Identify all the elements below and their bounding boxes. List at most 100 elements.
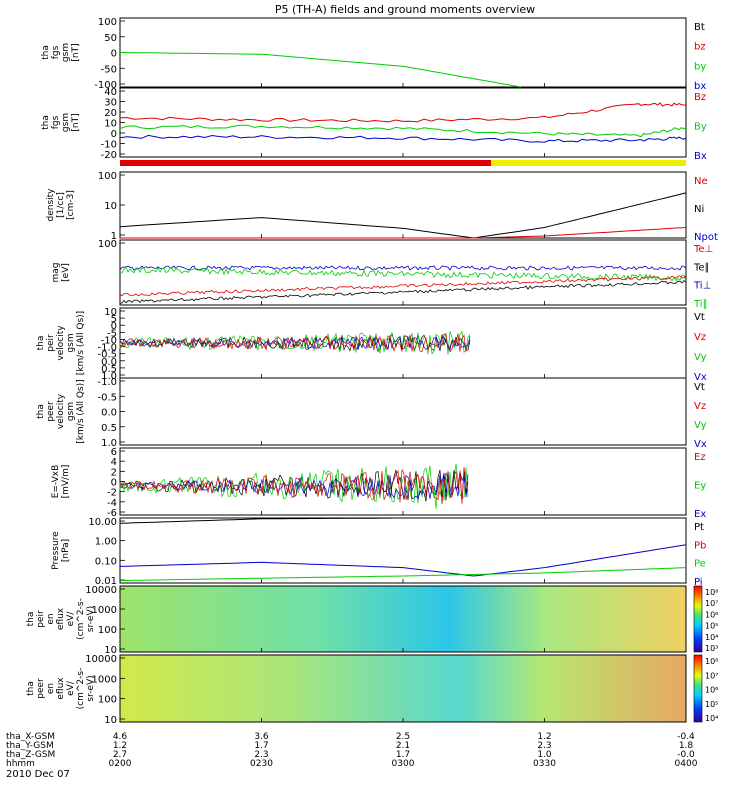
y-axis-label-line: fgs — [51, 45, 61, 59]
footer-value: 0330 — [533, 759, 556, 769]
y-tick-label: 20 — [104, 108, 117, 119]
series-line-Ne — [120, 227, 687, 239]
colorbar-tick-label: 10⁶ — [705, 610, 718, 619]
y-tick-label: 100 — [98, 171, 117, 182]
colorbar-tick-label: 10⁴ — [705, 714, 718, 723]
y-tick-label: 10 — [104, 715, 117, 726]
panel-frame — [119, 17, 687, 88]
legend-entry: Vx — [694, 372, 707, 383]
y-tick-label: 100 — [98, 239, 117, 250]
footer-value: 2.3 — [254, 750, 268, 760]
series-line-Ni — [119, 192, 687, 239]
y-tick-label: 2 — [111, 467, 117, 478]
legend-entry: bx — [694, 81, 706, 92]
y-tick-label: 0.0 — [101, 408, 117, 419]
footer-value: -0.4 — [677, 732, 695, 742]
y-axis-label-line: fgs — [51, 115, 61, 129]
y-tick-label: -2 — [107, 488, 117, 499]
legend-entry: By — [694, 122, 707, 133]
y-axis-label-line: [mV/m] — [61, 465, 71, 499]
y-tick-label: 1 — [111, 231, 117, 242]
panel-frame — [119, 517, 687, 584]
colorbar-tick-label: 10⁵ — [705, 700, 718, 709]
y-tick-label: 10.00 — [88, 517, 117, 528]
footer-row-label: tha_X-GSM — [6, 732, 55, 742]
y-axis-label-line: eflux — [56, 607, 66, 630]
trace-black — [119, 469, 469, 503]
legend-entry: Vy — [694, 420, 707, 431]
y-tick-label: -50 — [101, 64, 117, 75]
y-axis-label: Pressure [nPa] — [51, 531, 71, 570]
y-tick-label: 1000 — [92, 674, 117, 685]
y-tick-label: -1.0 — [97, 343, 117, 354]
colorbar — [693, 585, 703, 653]
footer-value: 0200 — [109, 759, 132, 769]
colorbar-tick-label: 10⁷ — [705, 599, 718, 608]
footer-value: 1.7 — [396, 750, 410, 760]
mode-bar-red — [120, 160, 491, 166]
legend-entry: Ti∥ — [693, 299, 708, 310]
y-axis-label-line: [nPa] — [61, 539, 71, 562]
footer-value: 4.6 — [113, 732, 128, 742]
y-axis-label-line: tha — [41, 45, 51, 60]
footer-value: 2.1 — [396, 741, 410, 751]
legend-entry: Ti⊥ — [693, 281, 711, 292]
colorbar-tick-label: 10⁵ — [705, 622, 718, 631]
y-axis-label-line: [eV] — [61, 263, 71, 282]
y-tick-label: -10 — [101, 140, 117, 151]
y-axis-label-line: velocity — [56, 393, 66, 429]
y-axis-label-line: peer — [36, 678, 46, 699]
y-tick-label: 40 — [104, 87, 117, 98]
y-axis-label-line: tha — [36, 404, 46, 419]
footer-value: 1.8 — [679, 741, 694, 751]
y-axis-label-line: en — [46, 613, 56, 624]
y-tick-label: 10 — [104, 119, 117, 130]
y-tick-label: 30 — [104, 98, 117, 109]
figure-title: P5 (TH-A) fields and ground moments over… — [275, 3, 535, 16]
y-axis-label-line: tha — [36, 336, 46, 351]
y-tick-label: 100 — [98, 17, 117, 28]
y-tick-label: 0.10 — [95, 556, 117, 567]
y-axis-label-line: density — [46, 188, 56, 222]
y-axis-label: E=-VxB [mV/m] — [51, 465, 71, 499]
y-tick-label: 0 — [111, 478, 117, 489]
y-axis-label-line: peir — [36, 610, 46, 628]
y-axis-label: tha peir en eflux eV/(cm^2-s-sr-eV) — [26, 598, 96, 640]
series-line-Bz — [119, 102, 686, 123]
y-axis-label-line: peer — [46, 401, 56, 422]
footer-value: 2.7 — [113, 750, 127, 760]
footer-value: 0400 — [675, 759, 698, 769]
series-line-Pi — [119, 544, 687, 577]
colorbar-tick-label: 10⁴ — [705, 633, 718, 642]
footer-value: 0300 — [392, 759, 415, 769]
y-axis-label-line: tha — [26, 612, 36, 627]
trace-red — [119, 333, 471, 353]
y-tick-label: 10000 — [85, 654, 117, 665]
legend-entry: Ez — [694, 452, 706, 463]
trace-red — [119, 467, 469, 504]
legend-entry: Bx — [694, 151, 707, 162]
y-axis-label-line: Pressure — [51, 531, 61, 570]
y-axis-label-line: tha — [26, 681, 36, 696]
y-axis-label: tha peer en eflux eV/(cm^2-s-sr-eV) — [26, 668, 96, 710]
panel-fgs_gsm_total: 100 50 0 -50 -100 tha fgs gsm [nT] Bt bz by bx — [41, 17, 706, 92]
legend-entry: Pt — [694, 522, 704, 533]
y-tick-label: -4 — [107, 498, 117, 509]
trace-black — [119, 280, 687, 304]
series-line-by — [119, 52, 521, 88]
y-tick-label: 10 — [104, 307, 117, 318]
footer-value: -0.0 — [677, 750, 695, 760]
footer-row-label: tha_Y-GSM — [6, 741, 54, 751]
panel-density: 100 10 1 density [1/cc] [cm-3] Ne Ni Npot — [46, 171, 718, 243]
y-tick-label: -6 — [107, 508, 117, 519]
legend-entry: Ni — [694, 204, 704, 215]
panel-frame — [119, 239, 687, 306]
colorbar-tick-label: 10⁷ — [705, 671, 718, 680]
y-axis-label-line: mag — [51, 263, 61, 283]
series-line-Pe — [119, 567, 687, 582]
y-axis-label-line: sr-eV) — [86, 606, 96, 632]
y-tick-label: -0.5 — [97, 392, 117, 403]
y-tick-label: -1.0 — [97, 377, 117, 388]
